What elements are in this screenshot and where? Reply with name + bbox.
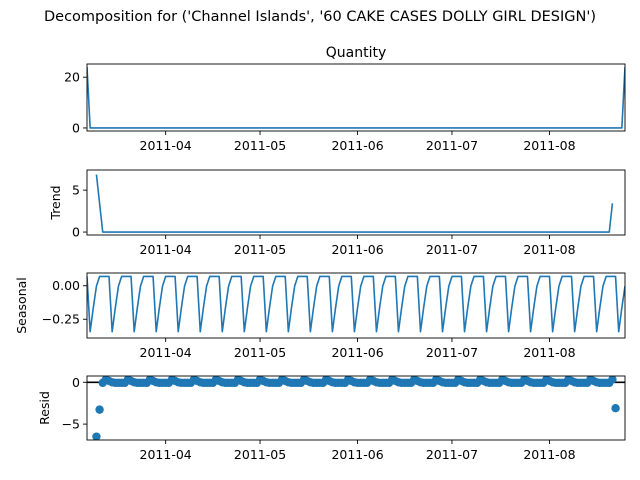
y-tick-label: 5 — [72, 183, 80, 198]
resid-point — [611, 404, 620, 413]
x-tick-label: 2011-04 — [140, 345, 192, 360]
plot-area-resid — [87, 376, 625, 440]
y-tick-label: 0 — [72, 225, 80, 240]
plot-area-observed — [87, 67, 625, 129]
subplot-resid: 0 −5 2011-04 2011-05 2011-06 2011-07 2011-08 Re… — [37, 375, 626, 462]
resid-point — [608, 376, 617, 384]
x-tick-label: 2011-06 — [331, 345, 383, 360]
subplot-observed: 0 20 2011-04 2011-05 2011-06 2011-07 2011-08 Qu… — [64, 45, 626, 153]
figure-suptitle: Decomposition for ('Channel Islands', '6… — [44, 9, 596, 25]
axes-frame-trend — [86, 169, 626, 236]
x-tick-label: 2011-07 — [426, 447, 478, 462]
x-tick-label: 2011-08 — [523, 447, 575, 462]
axes-frame-observed — [86, 63, 626, 132]
x-tick-label: 2011-05 — [234, 447, 286, 462]
y-axis-label-seasonal: Seasonal — [14, 277, 29, 334]
y-tick-label: 0.00 — [52, 278, 80, 293]
subplot-seasonal: 0.00 −0.25 2011-04 2011-05 2011-06 2011-07 201… — [14, 272, 626, 360]
y-tick-label: 0 — [72, 120, 80, 135]
observed-series-line — [87, 67, 625, 129]
x-tick-label: 2011-05 — [234, 242, 286, 257]
x-tick-label: 2011-08 — [523, 345, 575, 360]
plot-area-trend — [95, 174, 614, 233]
y-tick-label: −5 — [62, 417, 80, 432]
resid-point — [95, 405, 104, 414]
axes-frame-seasonal — [86, 272, 626, 339]
x-tick-label: 2011-07 — [426, 242, 478, 257]
x-tick-label: 2011-06 — [331, 447, 383, 462]
seasonal-series-line — [87, 275, 625, 333]
x-tick-label: 2011-06 — [331, 138, 383, 153]
y-tick-label: 0 — [72, 375, 80, 390]
x-tick-label: 2011-07 — [426, 345, 478, 360]
x-tick-label: 2011-08 — [523, 242, 575, 257]
resid-point — [92, 432, 101, 440]
x-tick-label: 2011-05 — [234, 345, 286, 360]
y-tick-label: −0.25 — [42, 312, 80, 327]
subplot-trend: 0 5 2011-04 2011-05 2011-06 2011-07 2011-08 Tre… — [48, 169, 626, 257]
y-tick-label: 20 — [64, 70, 80, 85]
x-tick-label: 2011-08 — [523, 138, 575, 153]
x-tick-label: 2011-04 — [140, 447, 192, 462]
x-tick-label: 2011-04 — [140, 242, 192, 257]
x-tick-label: 2011-04 — [140, 138, 192, 153]
x-tick-label: 2011-06 — [331, 242, 383, 257]
y-axis-label-resid: Resid — [37, 391, 52, 425]
x-tick-label: 2011-05 — [234, 138, 286, 153]
x-tick-label: 2011-07 — [426, 138, 478, 153]
plot-area-seasonal — [87, 275, 625, 333]
axes-frame-resid — [86, 375, 626, 441]
axes-title-observed: Quantity — [326, 45, 387, 61]
trend-series-line — [95, 174, 614, 233]
y-axis-label-trend: Trend — [48, 185, 63, 220]
